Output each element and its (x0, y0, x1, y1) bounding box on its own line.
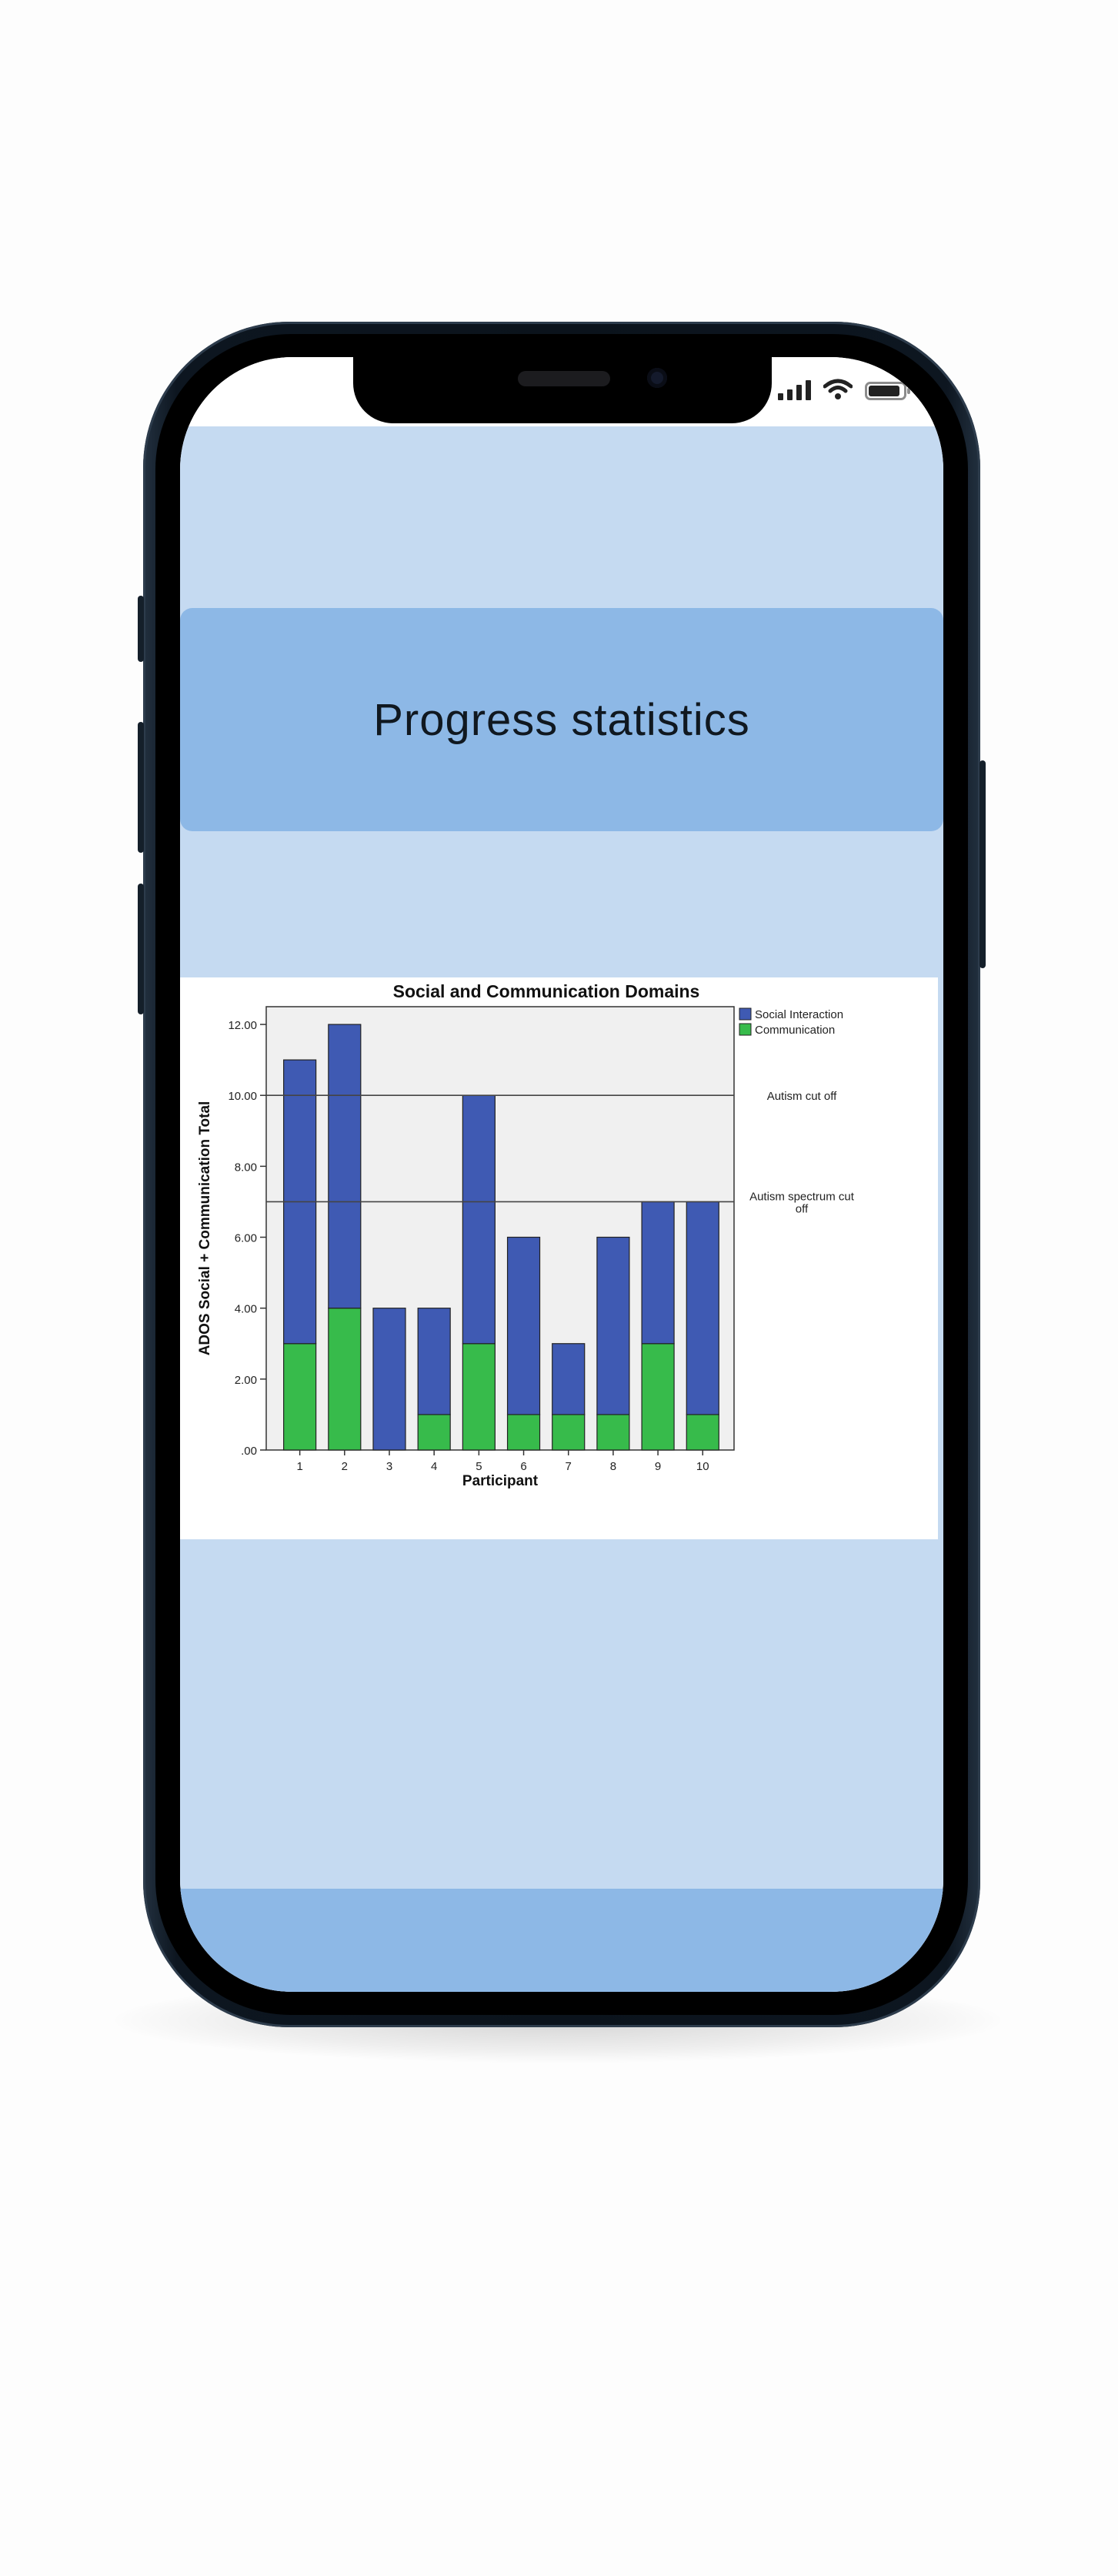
volume-down-button (138, 884, 144, 1014)
x-tick-label: 1 (296, 1460, 302, 1473)
silent-switch (138, 596, 144, 662)
bar-communication (596, 1414, 630, 1451)
x-tick-label: 6 (520, 1460, 526, 1473)
bar-social-interaction (641, 1201, 675, 1345)
phone-frame: Progress statistics Social and Communica… (138, 322, 986, 2027)
camera-icon (647, 368, 667, 388)
bar-communication (462, 1343, 496, 1451)
wifi-icon (823, 379, 853, 399)
bar-communication (552, 1414, 586, 1451)
power-button (980, 760, 986, 968)
reference-line-label: Autism spectrum cut (749, 1190, 855, 1203)
y-tick-label: 2.00 (235, 1374, 257, 1387)
x-tick-label: 5 (476, 1460, 482, 1473)
y-tick-label: 4.00 (235, 1303, 257, 1316)
x-tick-label: 9 (655, 1460, 661, 1473)
reference-line-label: off (796, 1202, 809, 1215)
x-tick-label: 8 (610, 1460, 616, 1473)
x-tick-label: 2 (342, 1460, 348, 1473)
signal-icon (778, 380, 811, 400)
x-tick-label: 7 (566, 1460, 572, 1473)
y-axis-label: ADOS Social + Communication Total (197, 1101, 213, 1356)
chart-card: Social and Communication Domains .00 2.00 4… (180, 977, 938, 1539)
x-tick-label: 4 (431, 1460, 437, 1473)
bar-communication (641, 1343, 675, 1451)
y-tick-label: .00 (241, 1445, 257, 1458)
x-tick-label: 10 (696, 1460, 709, 1473)
bar-communication (283, 1343, 317, 1451)
header-card: Progress statistics (180, 608, 943, 831)
chart-title: Social and Communication Domains (393, 981, 700, 1001)
screen-content: Progress statistics Social and Communica… (180, 426, 943, 1992)
volume-up-button (138, 722, 144, 853)
bar-social-interaction (328, 1024, 362, 1309)
y-tick-label: 12.00 (228, 1019, 257, 1032)
bar-social-interaction (506, 1236, 541, 1415)
legend-label: Social Interaction (755, 1008, 843, 1021)
y-tick-label: 10.00 (228, 1090, 257, 1103)
page-title: Progress statistics (373, 694, 750, 745)
y-tick-label: 6.00 (235, 1232, 257, 1245)
legend-swatch (739, 1007, 752, 1021)
bar-communication (506, 1414, 541, 1451)
bar-social-interaction (372, 1308, 406, 1451)
phone-notch (353, 357, 772, 423)
bar-social-interaction (686, 1201, 719, 1415)
bar-communication (417, 1414, 451, 1451)
bar-communication (686, 1414, 719, 1451)
bar-social-interaction (462, 1094, 496, 1345)
y-tick-label: 8.00 (235, 1161, 257, 1174)
bar-social-interaction (596, 1236, 630, 1415)
progress-chart: Social and Communication Domains .00 2.00 4… (197, 981, 855, 1489)
reference-line-label: Autism cut off (767, 1090, 837, 1103)
bottom-bar (180, 1889, 943, 1992)
legend-label: Communication (755, 1024, 835, 1037)
phone-screen: Progress statistics Social and Communica… (180, 357, 943, 1992)
x-tick-label: 3 (386, 1460, 392, 1473)
battery-icon (865, 382, 910, 400)
x-axis-label: Participant (462, 1473, 539, 1489)
legend-swatch (739, 1023, 752, 1036)
status-icons (778, 379, 910, 400)
speaker-icon (518, 371, 610, 386)
bar-social-interaction (552, 1343, 586, 1415)
bar-social-interaction (417, 1308, 451, 1415)
bar-communication (328, 1308, 362, 1451)
